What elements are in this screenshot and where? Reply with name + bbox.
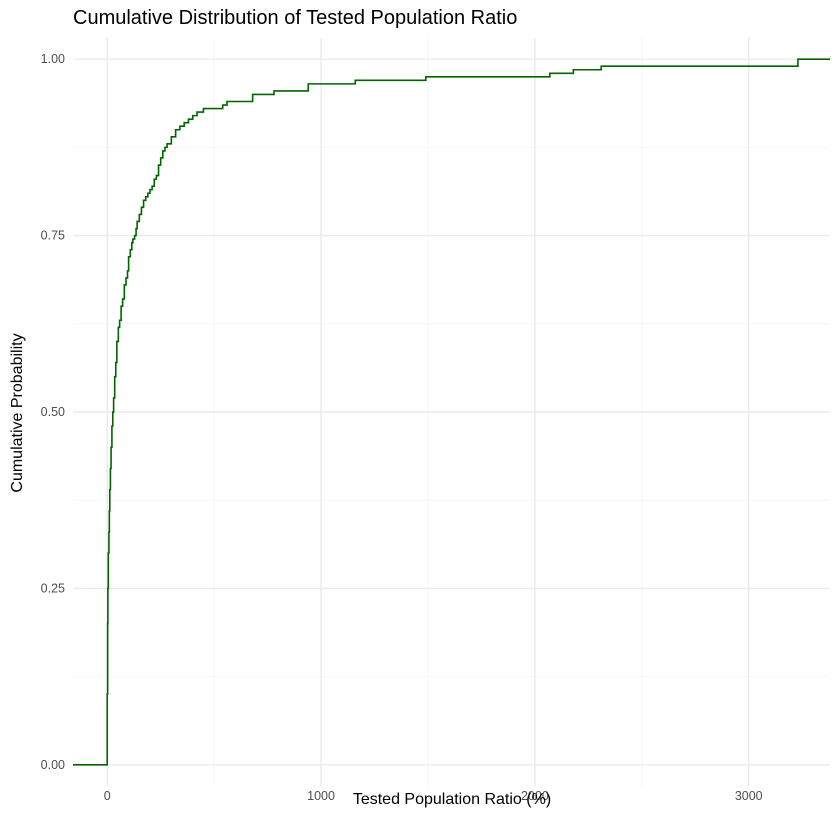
y-tick-label: 0.75 [41, 229, 65, 243]
y-tick-label: 0.50 [41, 405, 65, 419]
x-tick-label: 2000 [521, 789, 549, 803]
tick-layer: 0 1000 2000 3000 0.00 0.25 0.50 0.75 1.00 [41, 52, 763, 803]
y-tick-label: 0.25 [41, 581, 65, 595]
ecdf-step-line [73, 58, 830, 766]
x-tick-label: 0 [104, 789, 111, 803]
y-axis-title: Cumulative Probability [9, 333, 26, 492]
x-axis-title: Tested Population Ratio (%) [353, 791, 551, 808]
x-tick-label: 3000 [735, 789, 763, 803]
line-layer [73, 58, 830, 766]
x-tick-label: 1000 [307, 789, 335, 803]
grid-layer [73, 38, 830, 786]
y-tick-label: 1.00 [41, 52, 65, 66]
y-tick-label: 0.00 [41, 758, 65, 772]
chart-title: Cumulative Distribution of Tested Popula… [73, 7, 517, 29]
